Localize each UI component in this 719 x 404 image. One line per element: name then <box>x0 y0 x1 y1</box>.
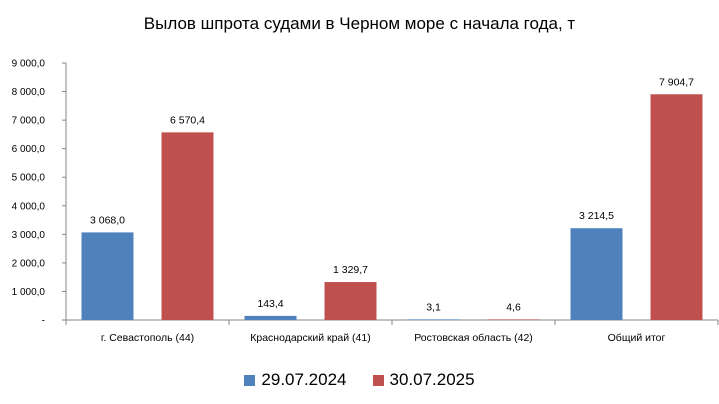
chart-title: Вылов шпрота судами в Черном море с нача… <box>143 14 576 33</box>
x-tick-label: Общий итог <box>608 332 666 344</box>
x-tick-label: Краснодарский край (41) <box>250 332 370 344</box>
data-label: 3 068,0 <box>90 214 125 226</box>
y-tick-label: 5 000,0 <box>12 173 46 184</box>
bar <box>81 232 134 320</box>
y-tick-label: 8 000,0 <box>12 87 46 98</box>
data-label: 143,4 <box>257 298 283 310</box>
y-tick-label: 6 000,0 <box>12 144 46 155</box>
y-tick-label: - <box>42 316 45 327</box>
y-tick-label: 7 000,0 <box>12 116 46 127</box>
bar <box>161 132 214 320</box>
legend-swatch-series-2 <box>372 374 384 386</box>
y-tick-label: 9 000,0 <box>12 59 46 70</box>
y-tick-label: 3 000,0 <box>12 230 46 241</box>
legend-item-series-1: 29.07.2024 <box>244 370 347 390</box>
y-tick-label: 1 000,0 <box>12 287 46 298</box>
data-label: 6 570,4 <box>170 114 205 126</box>
bar <box>570 228 623 320</box>
bar <box>244 315 297 320</box>
legend-swatch-series-1 <box>244 374 256 386</box>
data-label: 3,1 <box>426 301 441 313</box>
y-tick-label: 4 000,0 <box>12 201 46 212</box>
data-label: 1 329,7 <box>333 264 368 276</box>
y-tick-label: 2 000,0 <box>12 258 46 269</box>
legend-item-series-2: 30.07.2025 <box>372 370 475 390</box>
data-label: 3 214,5 <box>579 210 614 222</box>
data-label: 7 904,7 <box>659 76 694 88</box>
legend-label-series-2: 30.07.2025 <box>389 370 475 389</box>
bar <box>650 94 703 320</box>
bar <box>324 282 377 320</box>
data-label: 4,6 <box>506 301 521 313</box>
bar <box>407 319 460 320</box>
x-tick-label: Ростовская область (42) <box>414 332 533 344</box>
x-tick-label: г. Севастополь (44) <box>101 332 194 344</box>
legend: 29.07.2024 30.07.2025 <box>0 370 719 390</box>
legend-label-series-1: 29.07.2024 <box>261 370 347 389</box>
bar <box>487 319 540 320</box>
